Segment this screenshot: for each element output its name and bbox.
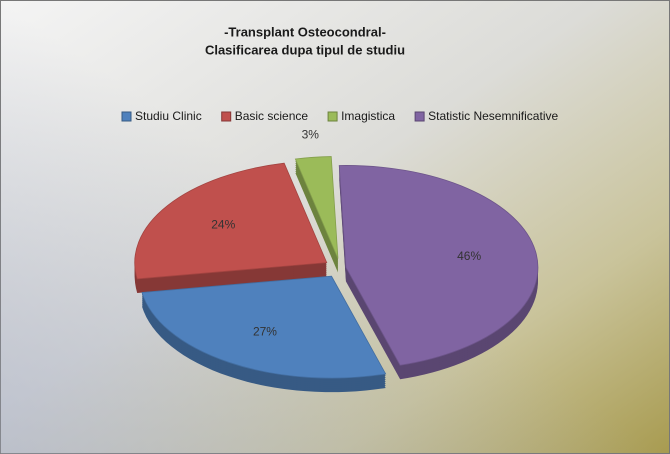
- legend-swatch: [327, 111, 338, 122]
- legend-swatch: [414, 111, 425, 122]
- legend-label: Imagistica: [341, 109, 395, 123]
- slice: [294, 156, 339, 259]
- slice: [134, 162, 328, 280]
- legend-label: Basic science: [235, 109, 309, 123]
- slice: [141, 275, 387, 379]
- chart-title: -Transplant Osteocondral-: [224, 24, 386, 39]
- legend: Studiu Clinic Basic science Imagistica Stat…: [121, 109, 558, 123]
- chart-subtitle: Clasificarea dupa tipul de studiu: [205, 42, 405, 57]
- pie: 46% 27% 24% 3%: [134, 127, 539, 393]
- legend-label: Statistic Nesemnificative: [428, 109, 558, 123]
- legend-label: Studiu Clinic: [135, 109, 202, 123]
- value-label: 27%: [253, 324, 277, 338]
- value-label: 3%: [302, 127, 320, 141]
- legend-swatch: [221, 111, 232, 122]
- legend-swatch: [121, 111, 132, 122]
- slice: [338, 165, 539, 366]
- value-label: 24%: [211, 218, 235, 232]
- value-label: 46%: [457, 249, 481, 263]
